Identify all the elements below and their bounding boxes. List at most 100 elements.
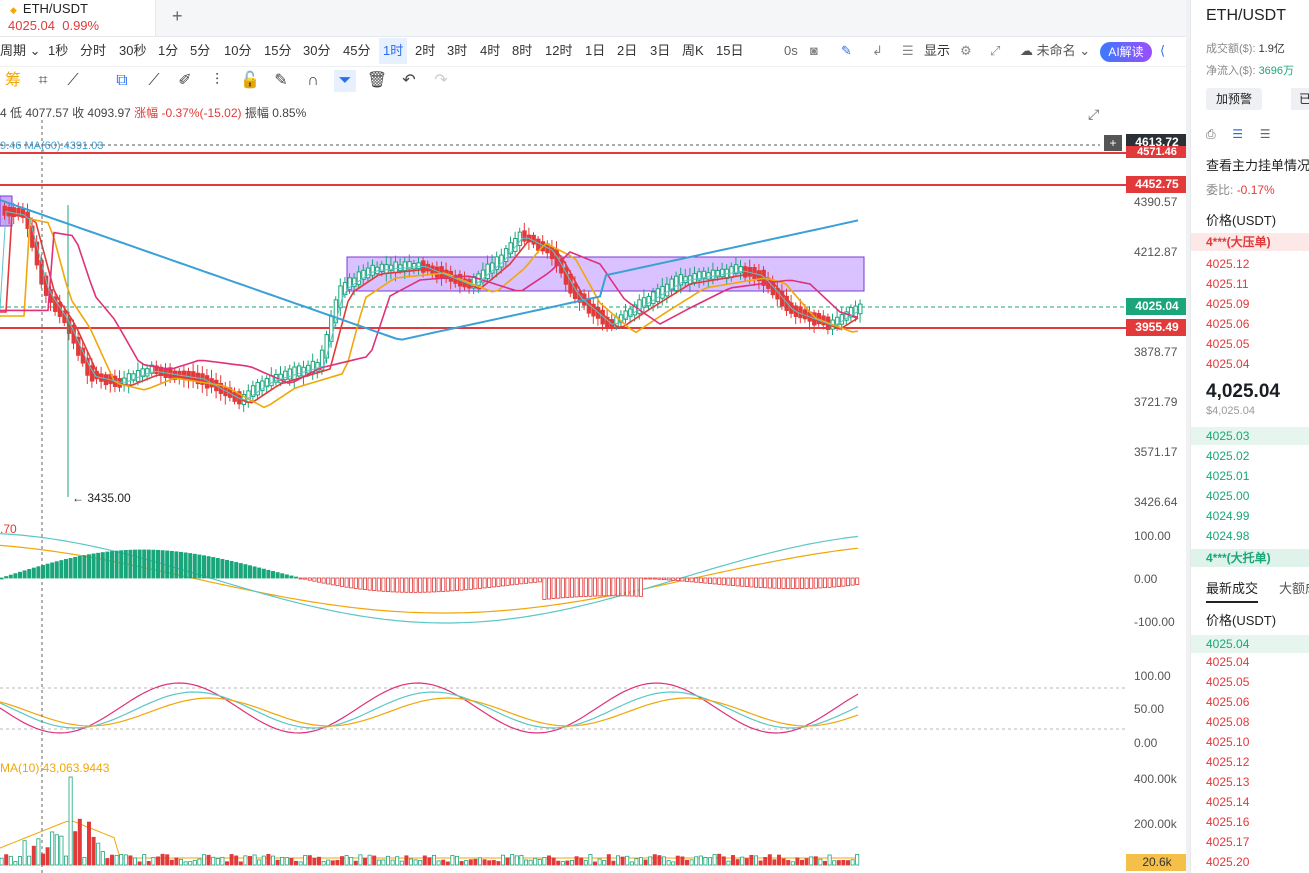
interval-3h[interactable]: 3时 — [447, 43, 468, 58]
tool-trend-icon[interactable]: ⌗ — [38, 72, 48, 89]
chip-icon[interactable]: 筹 — [4, 72, 21, 89]
macd-bar — [385, 577, 390, 593]
book-view-icon[interactable]: ⎙ ☰ ☰ — [1206, 127, 1271, 141]
tool-filter-icon[interactable]: ⏷ — [334, 70, 356, 92]
tab-eth-usdt[interactable]: ◆ ETH/USDT 4025.04 0.99% — [0, 0, 156, 36]
candle-body — [393, 261, 398, 274]
display-button[interactable]: 显示 — [924, 43, 951, 58]
ask-row[interactable]: 4025.12 — [1206, 257, 1250, 271]
settings-list-icon[interactable]: ☰ — [902, 43, 914, 58]
macd-bar — [418, 577, 423, 593]
kline-chart[interactable] — [0, 120, 1126, 873]
share-icon[interactable]: ⟨ — [1160, 43, 1166, 58]
tool-candle-icon[interactable]: ⫶ — [214, 72, 219, 89]
interval-8h[interactable]: 8时 — [512, 43, 533, 58]
interval-1s[interactable]: 1秒 — [48, 43, 69, 58]
tool-redo-icon[interactable]: ↷ — [434, 72, 448, 89]
volume-bar — [625, 855, 630, 866]
volume-bar — [197, 858, 202, 866]
ask-row[interactable]: 4025.09 — [1206, 297, 1250, 311]
macd-bar — [510, 577, 515, 586]
bid-row[interactable]: 4025.00 — [1206, 489, 1250, 503]
interval-3d[interactable]: 3日 — [650, 43, 671, 58]
camera-icon[interactable]: ◙ — [810, 43, 818, 58]
candle-body — [839, 314, 845, 325]
tool-note-icon[interactable]: ✎ — [274, 72, 288, 89]
candle-body — [319, 349, 325, 371]
interval-timeline[interactable]: 分时 — [80, 43, 107, 58]
interval-1d[interactable]: 1日 — [585, 43, 606, 58]
candle-body — [646, 295, 651, 307]
bid-row[interactable]: 4024.99 — [1206, 509, 1250, 523]
book-title[interactable]: 查看主力挂单情况 — [1206, 158, 1309, 173]
volume-bar — [574, 856, 579, 866]
ai-interpret-button[interactable]: AI解读 — [1100, 42, 1152, 62]
period-select[interactable]: 周期 ⌄ — [0, 43, 41, 58]
draw-icon[interactable]: ✎ — [841, 43, 852, 58]
interval-5m[interactable]: 5分 — [190, 43, 211, 58]
bid-row[interactable]: 4025.02 — [1206, 449, 1250, 463]
interval-45m[interactable]: 45分 — [343, 43, 371, 58]
volume-bar — [8, 855, 13, 866]
ask-row[interactable]: 4025.05 — [1206, 337, 1250, 351]
expand-chart-icon[interactable]: ⤢ — [1088, 106, 1100, 122]
volume-bar — [537, 858, 542, 866]
interval-15d[interactable]: 15日 — [716, 43, 744, 58]
ask-row[interactable]: 4025.06 — [1206, 317, 1250, 331]
interval-10m[interactable]: 10分 — [224, 43, 252, 58]
candle-body — [411, 263, 417, 270]
tab-latest-trades[interactable]: 最新成交 — [1206, 578, 1259, 603]
ask-row[interactable]: 4025.11 — [1206, 277, 1249, 291]
fullscreen-icon[interactable]: ⤢ — [990, 43, 1001, 58]
interval-12h[interactable]: 12时 — [545, 43, 573, 58]
interval-30m[interactable]: 30分 — [303, 43, 331, 58]
volume-bar — [307, 855, 312, 866]
tool-brush-icon[interactable]: ✐ — [178, 72, 192, 89]
tab-large-trades[interactable]: 大额成 — [1279, 581, 1309, 596]
tool-undo-icon[interactable]: ↶ — [402, 72, 416, 89]
tool-trash-icon[interactable]: 🗑 — [366, 72, 388, 89]
candle-body — [315, 362, 320, 372]
interval-1m[interactable]: 1分 — [158, 43, 179, 58]
tool-measure-icon[interactable]: ⟋ — [67, 72, 79, 89]
volume-bar — [289, 857, 294, 866]
volume-bar — [606, 854, 611, 866]
tool-lock-icon[interactable]: 🔓 — [240, 72, 260, 89]
tool-copy-icon[interactable]: ⧉ — [116, 72, 128, 89]
tool-ruler-icon[interactable]: ⟋ — [148, 72, 160, 89]
add-alert-button[interactable]: 加预警 — [1206, 88, 1262, 110]
bid-row[interactable]: 4025.03 — [1191, 427, 1309, 445]
volume-bar — [160, 853, 165, 866]
volume-bar — [22, 840, 27, 866]
layout-select[interactable]: ☁ 未命名 ⌄ — [1020, 43, 1091, 58]
interval-15m[interactable]: 15分 — [264, 43, 292, 58]
crosshair-add-icon[interactable]: + — [1104, 135, 1122, 151]
volume-bar — [790, 861, 795, 866]
add-tab-icon[interactable]: + — [172, 6, 183, 26]
undo-panel-icon[interactable]: ↲ — [872, 43, 883, 58]
volume-bar — [708, 857, 713, 866]
bid-row[interactable]: 4024.98 — [1206, 529, 1250, 543]
candle-body — [347, 277, 352, 290]
ask-row[interactable]: 4025.04 — [1206, 357, 1250, 371]
macd-bar — [137, 549, 142, 579]
macd-bar — [487, 577, 492, 588]
interval-2h[interactable]: 2时 — [415, 43, 436, 58]
interval-1h[interactable]: 1时 — [379, 38, 408, 64]
volume-bar — [36, 838, 41, 866]
volume-bar — [395, 856, 400, 866]
interval-week[interactable]: 周K — [682, 43, 704, 58]
interval-4h[interactable]: 4时 — [480, 43, 501, 58]
auto-button[interactable]: 已自 — [1291, 88, 1309, 110]
volume-bar — [818, 858, 823, 866]
tool-magnet-icon[interactable]: ∩ — [307, 72, 319, 89]
axis-current-price: 4025.04 — [1126, 298, 1188, 315]
gear-icon[interactable]: ⚙ — [960, 43, 972, 58]
panel-divider[interactable] — [1186, 0, 1190, 873]
interval-30s[interactable]: 30秒 — [119, 43, 147, 58]
interval-2d[interactable]: 2日 — [617, 43, 638, 58]
bid-row[interactable]: 4025.01 — [1206, 469, 1250, 483]
candle-body — [145, 368, 150, 377]
macd-bar — [818, 577, 823, 589]
macd-bar — [763, 577, 768, 589]
